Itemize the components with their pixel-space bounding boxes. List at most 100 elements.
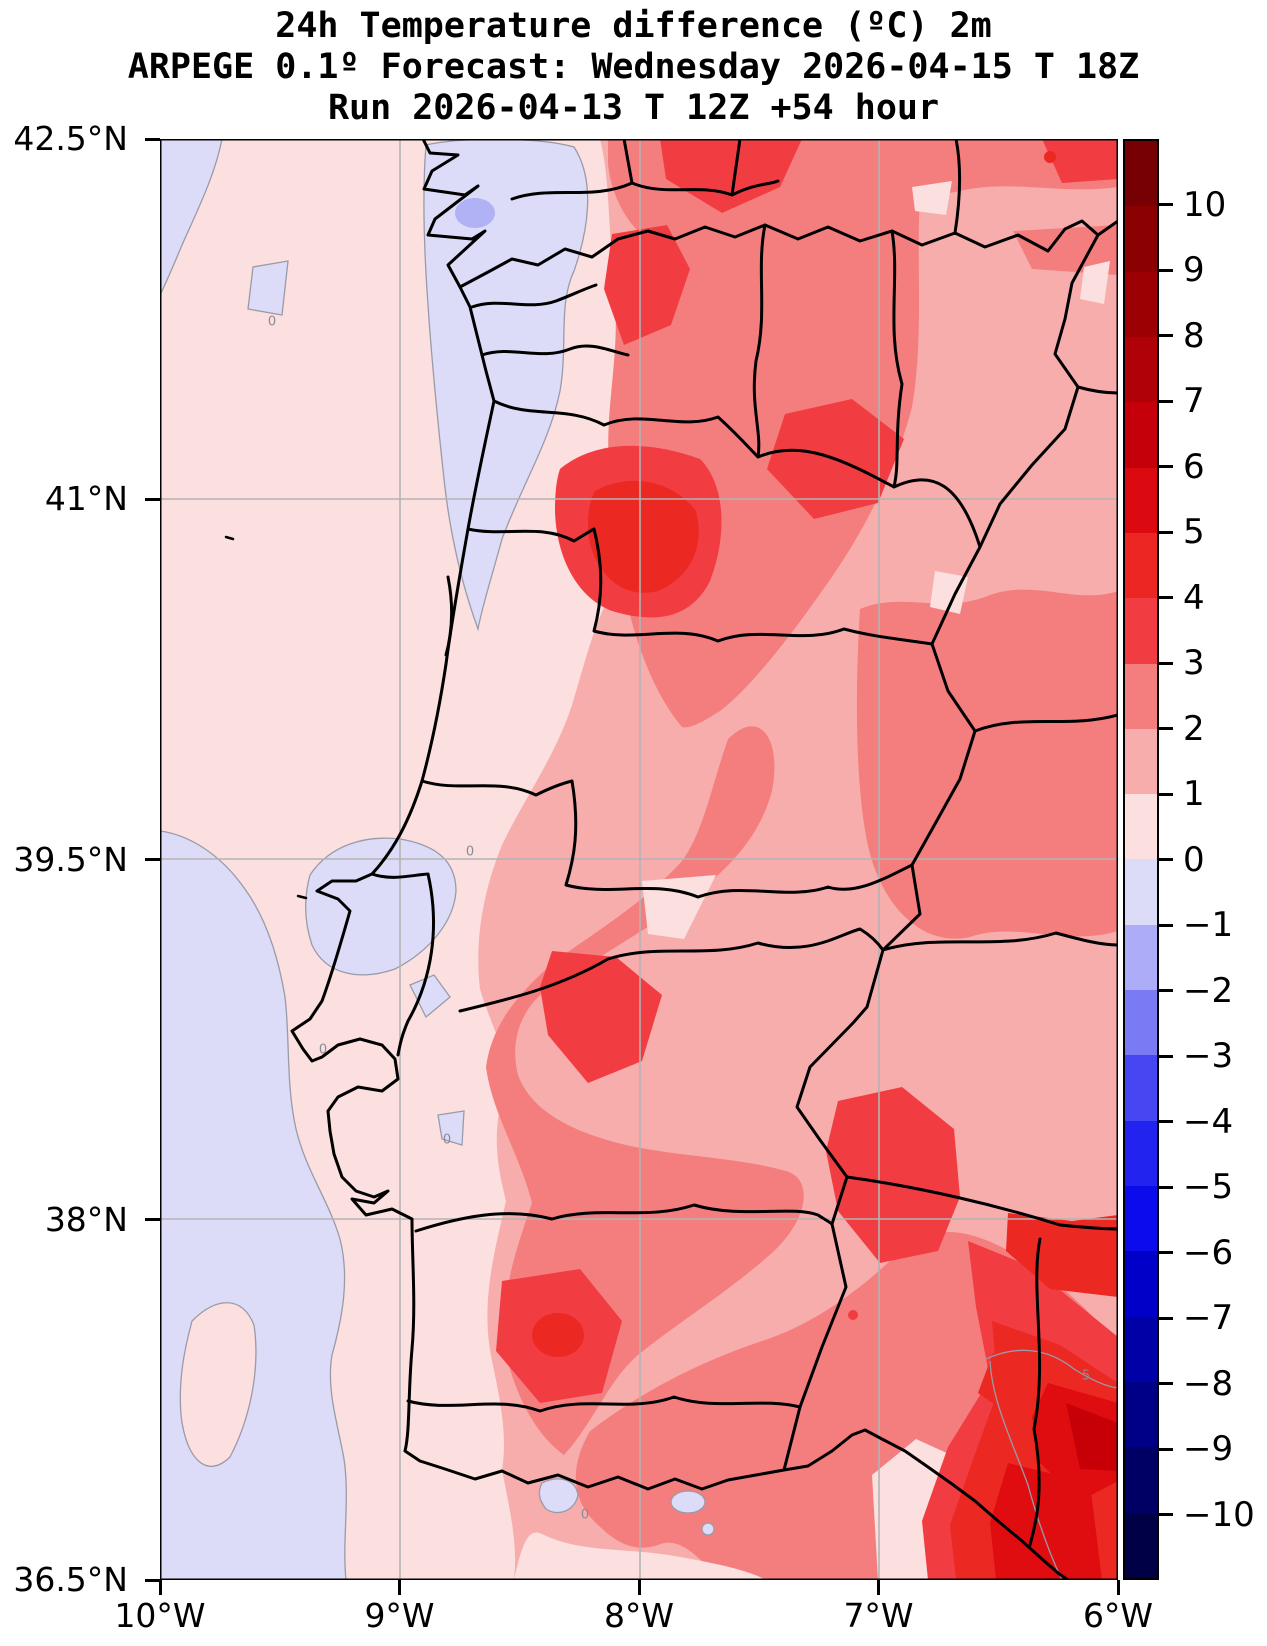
colorbar-tick-mark: [1159, 1513, 1173, 1516]
colorbar-tick-label: 10: [1183, 184, 1227, 225]
y-tick-mark: [145, 137, 160, 141]
contour-region-neg-sado: [437, 1110, 465, 1146]
title-line-2: ARPEGE 0.1º Forecast: Wednesday 2026-04-…: [127, 47, 1140, 87]
colorbar-tick-label: −1: [1183, 905, 1234, 945]
colorbar-tick-mark: [1159, 923, 1173, 927]
colorbar-tick-mark: [1159, 596, 1173, 599]
y-tick-label: 42.5°N: [13, 119, 128, 158]
colorbar-tick-mark: [1159, 465, 1173, 468]
x-tick-mark: [637, 1580, 641, 1595]
colorbar-tick-mark: [1159, 1120, 1173, 1123]
colorbar-tick-mark: [1159, 1382, 1173, 1385]
contour-region-0-1-ocean-hole: [179, 1302, 257, 1467]
y-tick-label: 41°N: [44, 479, 128, 519]
colorbar-tick-mark: [1159, 399, 1173, 403]
colorbar-tick-label: −9: [1183, 1429, 1234, 1469]
x-tick-label: 7°W: [843, 1596, 914, 1635]
contour-region-0-1-beja: [642, 875, 716, 939]
colorbar-segment: [1125, 1251, 1157, 1317]
contour-region-neg-algarve3: [701, 1522, 715, 1536]
colorbar-tick-label: 5: [1183, 512, 1205, 552]
colorbar-segment: [1125, 1055, 1157, 1121]
y-tick-label: 36.5°N: [13, 1560, 128, 1599]
x-tick-mark: [1116, 1580, 1120, 1595]
colorbar-segment: [1125, 141, 1157, 207]
colorbar-segment: [1125, 924, 1157, 991]
x-tick-mark: [877, 1580, 880, 1595]
colorbar-tick-label: 4: [1183, 577, 1205, 618]
contour-region-neg-algarve1: [538, 1478, 579, 1514]
colorbar-tick-mark: [1159, 268, 1173, 272]
contour-region-6-7: [1066, 1403, 1118, 1471]
colorbar: [1123, 139, 1159, 1580]
colorbar-segment: [1125, 598, 1157, 664]
colorbar-segment: [1125, 1512, 1157, 1578]
y-tick-label: 38°N: [44, 1199, 128, 1239]
colorbar-segment: [1125, 206, 1157, 272]
contour-region-3-4-topright: [1042, 139, 1118, 183]
contour-region-0-1-spain1: [912, 181, 952, 215]
contour-region-neg-corner: [160, 139, 223, 296]
colorbar-tick-label: −6: [1183, 1232, 1234, 1273]
contour-region-5-6-b: [990, 1463, 1102, 1580]
coastline: [290, 139, 1070, 1580]
colorbar-tick-label: 0: [1183, 839, 1205, 880]
x-tick-label: 6°W: [1082, 1596, 1154, 1635]
colorbar-tick-label: −5: [1183, 1167, 1234, 1207]
x-tick-label: 8°W: [603, 1596, 675, 1635]
x-tick-label: 9°W: [364, 1596, 435, 1635]
colorbar-tick-mark: [1159, 727, 1173, 730]
colorbar-tick-mark: [1159, 1054, 1173, 1058]
contour-region-3-4-minho: [604, 225, 690, 345]
colorbar-segment: [1125, 990, 1157, 1056]
y-tick-mark: [145, 858, 160, 861]
contour-region-2-3-wedge: [1013, 225, 1118, 275]
contour-region-3-4-topcenter: [660, 139, 802, 213]
colorbar-tick-mark: [1159, 792, 1173, 796]
colorbar-tick-mark: [1159, 858, 1173, 861]
y-tick-mark: [145, 1218, 160, 1222]
contour-region-neg2-blob: [455, 198, 495, 228]
y-tick-label: 39.5°N: [13, 839, 128, 879]
colorbar-tick-label: −2: [1183, 970, 1234, 1011]
contour-value-label: 0: [465, 844, 475, 860]
title-line-3: Run 2026-04-13 T 12Z +54 hour: [327, 88, 940, 128]
contour-region-0-1-spain3: [930, 571, 968, 614]
colorbar-tick-mark: [1159, 1447, 1173, 1451]
colorbar-segment: [1125, 1120, 1157, 1186]
national-border: [458, 219, 1100, 1472]
map-canvas: [160, 139, 1118, 1580]
contour-value-label: 0: [267, 314, 277, 330]
contour-region-neg-algarve2: [670, 1490, 706, 1514]
colorbar-segment: [1125, 271, 1157, 337]
y-tick-mark: [145, 497, 160, 501]
colorbar-tick-mark: [1159, 203, 1173, 206]
graticule: [160, 139, 1118, 1580]
colorbar-tick-mark: [1159, 1251, 1173, 1254]
boundaries: [224, 139, 1118, 1580]
colorbar-segment: [1125, 336, 1157, 403]
contour-value-label: 0: [442, 1132, 452, 1148]
contour-region-4-5-pentagon: [978, 1349, 1048, 1421]
colorbar-segment: [1125, 663, 1157, 729]
spain-province-borders: [510, 139, 1118, 1547]
colorbar-segment: [1125, 728, 1157, 795]
contour-value-label: 0: [580, 1507, 590, 1523]
colorbar-tick-label: 9: [1183, 250, 1205, 290]
colorbar-segment: [1125, 859, 1157, 925]
colorbar-tick-label: 7: [1183, 381, 1205, 421]
zero-contour-group: [160, 139, 715, 1580]
colorbar-tick-label: 3: [1183, 643, 1205, 683]
y-tick-mark: [145, 1578, 160, 1582]
x-tick-mark: [158, 1580, 162, 1595]
contour-region-0-1-spain2: [1080, 261, 1110, 304]
colorbar-tick-label: −4: [1183, 1101, 1234, 1142]
contour-value-label: 0: [318, 1042, 328, 1058]
colorbar-tick-label: 2: [1183, 708, 1205, 749]
x-tick-label: 10°W: [114, 1596, 206, 1635]
contour-region-neg-obidos: [305, 837, 457, 976]
islets: [224, 535, 308, 900]
contour-region-neg-diamond: [247, 260, 289, 316]
colorbar-tick-mark: [1159, 1185, 1173, 1189]
colorbar-tick-label: −10: [1183, 1494, 1255, 1535]
